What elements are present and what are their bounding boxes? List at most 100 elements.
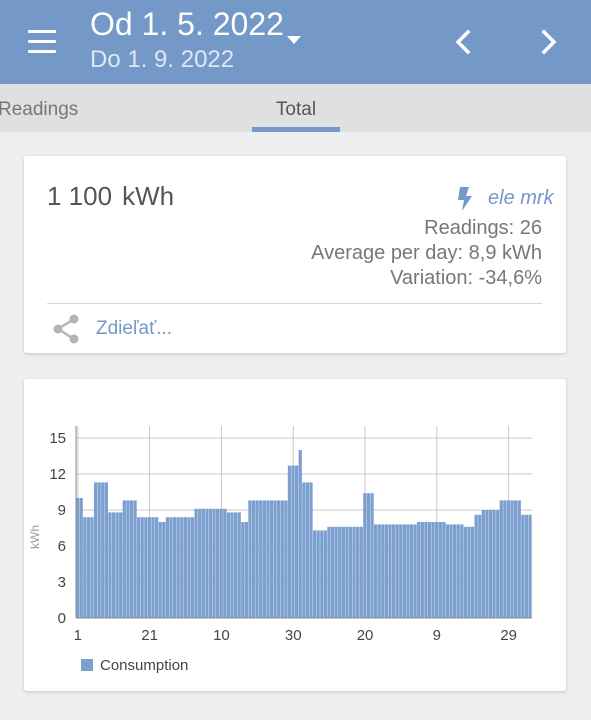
variation: Variation: -34,6% [390,267,542,289]
chart-bar [341,526,345,618]
chart-bar [409,524,414,618]
chart-bar [316,530,320,618]
chart-bar [201,508,205,618]
chart-bar [111,512,116,618]
chart-bar [104,482,108,618]
chevron-right-icon[interactable] [530,22,570,62]
chart-bar [345,526,349,618]
chart-bar [521,514,525,618]
chart-bar [183,517,187,618]
chart-bar [492,510,496,618]
chart-bar [420,522,424,618]
chevron-left-icon[interactable] [444,22,484,62]
chart-bar [309,482,313,618]
chart-bar [399,524,403,618]
share-button[interactable]: Zdieľať... [46,312,206,346]
chart-bar [205,508,209,618]
chart-bar [86,517,91,618]
chart-bar [431,522,435,618]
x-tick-label: 29 [500,627,517,644]
chart-bar [338,526,342,618]
chart-bar [244,522,248,618]
chart-bar [137,517,141,618]
chart-bar [330,526,335,618]
divider [47,303,542,304]
x-tick-label: 9 [433,627,441,644]
y-tick-label: 9 [58,502,66,519]
chart-bar [83,517,87,618]
chart-bar [219,508,223,618]
tab-readings[interactable]: Readings [0,99,79,120]
chart-bar [115,512,119,618]
lightning-bolt-icon [457,187,473,211]
chart-bar [323,530,327,618]
chart-bar [154,517,159,618]
total-consumption: 1 100 kWh [47,181,174,212]
chart-bar [226,512,231,618]
consumption-chart: 0 3 6 9 12 15 1 21 10 30 20 9 29 kWh Consumption [28,426,532,674]
chart-bar [162,522,166,618]
chart-bar [366,493,371,618]
chart-bar [395,524,399,618]
chart-bar [524,514,529,618]
legend-label: Consumption [100,657,188,674]
chart-bar [413,524,417,618]
chart-bar [144,517,148,618]
x-tick-label: 20 [357,627,374,644]
chart-bar [255,500,259,618]
chart-bar [470,526,475,618]
chart-card: 0 3 6 9 12 15 1 21 10 30 20 9 29 kWh Consumption [24,379,566,691]
summary-card: 1 100 kWh ele mrk Readings: 26 Average pe… [24,156,566,353]
chart-bar [251,500,256,618]
chart-bar [424,522,428,618]
chart-bar [406,524,410,618]
y-axis-label: kWh [28,525,42,549]
chart-bar [223,508,227,618]
chart-bar [402,524,406,618]
chart-bar [463,526,468,618]
chart-bar [514,500,518,618]
chart-bar [503,500,507,618]
chart-bar [129,500,134,618]
readings-count: Readings: 26 [424,217,542,239]
chart-bar [93,482,98,618]
selected-tab-indicator [252,127,340,132]
chart-bar [101,482,105,618]
chart-bar [435,522,439,618]
chart-bar [510,500,514,618]
chart-bar [233,512,238,618]
date-range-to[interactable]: Do 1. 9. 2022 [90,46,235,73]
meter-name[interactable]: ele mrk [488,187,554,209]
chart-bar [374,524,378,618]
y-tick-label: 12 [49,466,66,483]
chart-bar [481,510,485,618]
date-range-dropdown-icon[interactable] [282,30,306,50]
chart-bar [180,517,184,618]
chart-bar [147,517,152,618]
chart-bar [384,524,389,618]
chart-bar [381,524,385,618]
app-bar: Od 1. 5. 2022 Do 1. 9. 2022 [0,0,591,84]
chart-bar [97,482,101,618]
chart-bar [488,510,493,618]
chart-bar [445,524,450,618]
y-tick-label: 0 [58,610,66,627]
hamburger-menu-icon[interactable] [22,24,62,60]
average-per-day: Average per day: 8,9 kWh [311,242,542,264]
total-value: 1 100 [47,181,113,211]
chart-bar [108,512,112,618]
chart-bar [140,517,144,618]
chart-bar [356,526,360,618]
chart-bar [269,500,274,618]
chart-bar [295,465,299,618]
chart-bar [133,500,137,618]
chart-bar [456,524,460,618]
chart-bar [165,517,170,618]
chart-bar [230,512,234,618]
y-tick-label: 6 [58,538,66,555]
chart-bar [273,500,277,618]
date-range-from[interactable]: Od 1. 5. 2022 [90,6,284,42]
chart-bar [76,498,80,618]
tab-total[interactable]: Total [275,99,317,120]
chart-bar [79,498,83,618]
